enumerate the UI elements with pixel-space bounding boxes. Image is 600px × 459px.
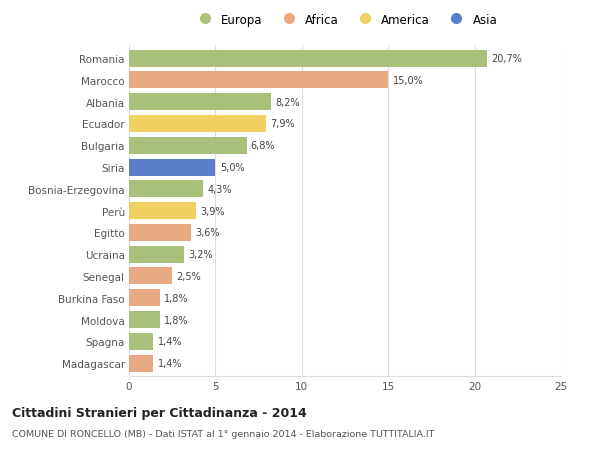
Text: 20,7%: 20,7% bbox=[491, 54, 522, 64]
Bar bbox=[129, 268, 172, 285]
Bar bbox=[129, 311, 160, 328]
Text: Cittadini Stranieri per Cittadinanza - 2014: Cittadini Stranieri per Cittadinanza - 2… bbox=[12, 406, 307, 419]
Text: 7,9%: 7,9% bbox=[270, 119, 295, 129]
Bar bbox=[129, 246, 184, 263]
Text: 5,0%: 5,0% bbox=[220, 162, 244, 173]
Text: 8,2%: 8,2% bbox=[275, 97, 299, 107]
Text: 6,8%: 6,8% bbox=[251, 141, 275, 151]
Text: 1,8%: 1,8% bbox=[164, 315, 189, 325]
Bar bbox=[129, 159, 215, 176]
Bar bbox=[129, 50, 487, 67]
Text: 1,8%: 1,8% bbox=[164, 293, 189, 303]
Bar bbox=[129, 333, 153, 350]
Text: 4,3%: 4,3% bbox=[208, 185, 232, 195]
Bar bbox=[129, 94, 271, 111]
Text: 3,6%: 3,6% bbox=[196, 228, 220, 238]
Text: COMUNE DI RONCELLO (MB) - Dati ISTAT al 1° gennaio 2014 - Elaborazione TUTTITALI: COMUNE DI RONCELLO (MB) - Dati ISTAT al … bbox=[12, 429, 434, 438]
Bar bbox=[129, 224, 191, 241]
Text: 2,5%: 2,5% bbox=[176, 271, 201, 281]
Text: 3,9%: 3,9% bbox=[201, 206, 225, 216]
Text: 15,0%: 15,0% bbox=[392, 76, 423, 86]
Text: 3,2%: 3,2% bbox=[188, 250, 213, 260]
Bar bbox=[129, 290, 160, 307]
Text: 1,4%: 1,4% bbox=[158, 358, 182, 368]
Bar bbox=[129, 116, 266, 133]
Bar bbox=[129, 137, 247, 154]
Legend: Europa, Africa, America, Asia: Europa, Africa, America, Asia bbox=[188, 9, 502, 31]
Bar bbox=[129, 181, 203, 198]
Bar bbox=[129, 72, 388, 89]
Bar bbox=[129, 203, 196, 219]
Bar bbox=[129, 355, 153, 372]
Text: 1,4%: 1,4% bbox=[158, 336, 182, 347]
